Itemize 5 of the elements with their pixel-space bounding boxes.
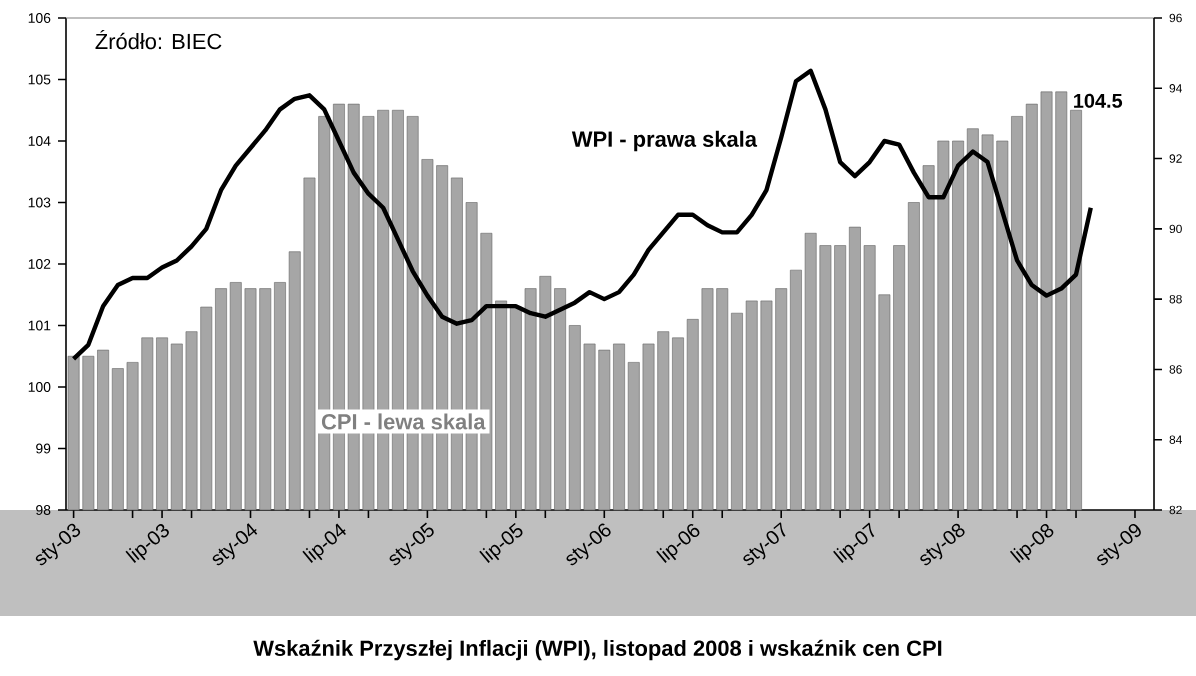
series-label: CPI - lewa skala [321,413,486,430]
text: Wskaźnik Przyszłej Inflacji (WPI), listopad 2008 i wskaźnik cen CPI [253,639,942,661]
annotation: Źródło: BIEC [95,29,222,50]
data-label: 104.5 [1074,93,1123,108]
series-label: WPI - prawa skala [571,130,758,152]
